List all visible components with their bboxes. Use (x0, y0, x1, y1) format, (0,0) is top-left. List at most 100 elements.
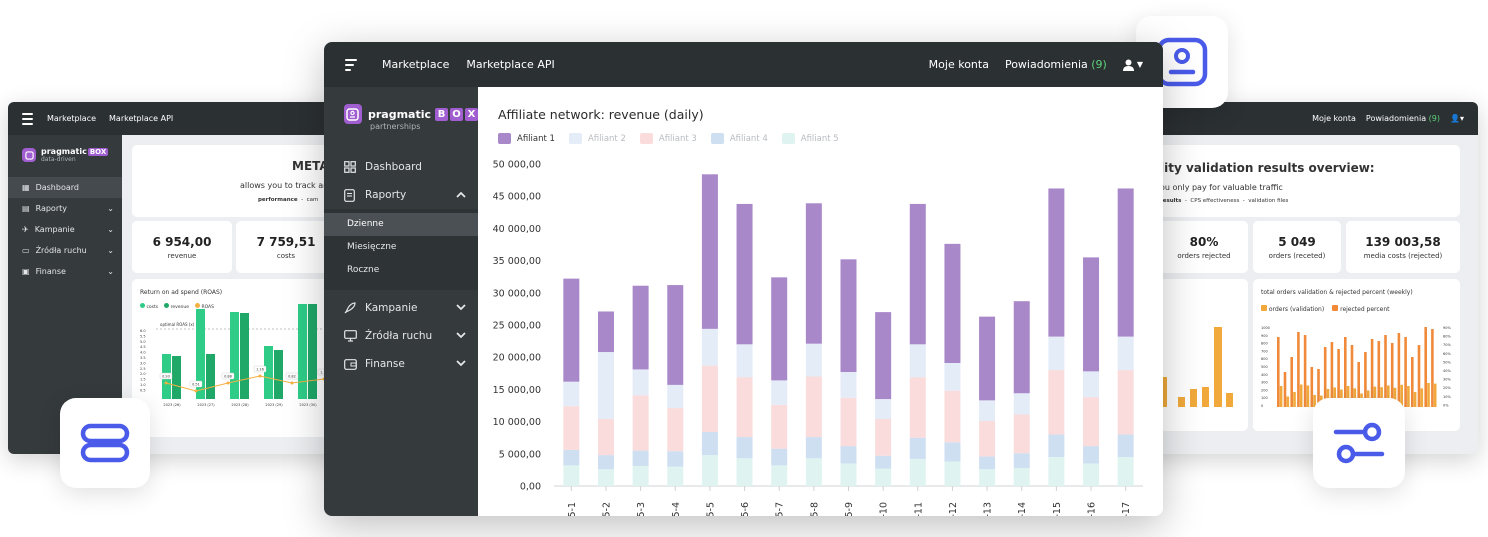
sidebar-item-zrodla-ruchu[interactable]: ▭ Źródła ruchu ⌄ (22, 246, 114, 255)
bar-segment[interactable] (563, 449, 580, 466)
bar-segment[interactable] (1013, 301, 1030, 394)
submenu-miesieczne[interactable]: Miesięczne (347, 242, 397, 252)
sidebar-item-zrodla-ruchu[interactable]: Źródła ruchu (324, 322, 478, 350)
bar-segment[interactable] (1048, 434, 1065, 458)
roas-point[interactable] (164, 381, 168, 385)
weekly-bar-rejected[interactable] (1364, 352, 1367, 407)
banner-tag-results[interactable]: results (1160, 198, 1182, 204)
bar-segment[interactable] (1117, 434, 1134, 458)
roas-bar-revenue[interactable] (240, 313, 249, 399)
bar-segment[interactable] (1117, 336, 1134, 371)
weekly-bar-rejected[interactable] (1323, 347, 1327, 407)
sidebar-item-dashboard[interactable]: Dashboard (324, 153, 478, 181)
bar-segment[interactable] (667, 466, 684, 486)
banner-tag-files[interactable]: validation files (1248, 198, 1289, 204)
weekly-bar-orders[interactable] (1433, 383, 1437, 407)
submenu-dzienne[interactable]: Dzienne (324, 213, 478, 236)
bar-segment[interactable] (771, 380, 788, 405)
bar-segment[interactable] (632, 450, 649, 467)
bar-segment[interactable] (701, 431, 718, 456)
bar-segment[interactable] (597, 311, 614, 353)
bar-segment[interactable] (909, 458, 926, 486)
bar-segment[interactable] (701, 455, 718, 486)
bar-segment[interactable] (1083, 446, 1100, 464)
weekly-bar-rejected[interactable] (1310, 367, 1314, 407)
weekly-bar-rejected[interactable] (1290, 357, 1293, 407)
weekly-bar-rejected[interactable] (1297, 332, 1300, 407)
bar-segment[interactable] (840, 372, 857, 398)
bar-segment[interactable] (701, 174, 718, 329)
weekly-bar-orders[interactable] (1293, 392, 1296, 407)
nav-marketplace[interactable]: Marketplace (47, 114, 97, 123)
weekly-bar-rejected[interactable] (1411, 357, 1414, 407)
bar-segment[interactable] (875, 399, 892, 420)
legend-item[interactable]: Afiliant 2 (568, 133, 626, 144)
bar-segment[interactable] (736, 203, 753, 345)
bar-segment[interactable] (632, 369, 649, 396)
roas-bar-costs[interactable] (264, 346, 273, 399)
notifications-link[interactable]: Powiadomienia (9) (1365, 114, 1441, 123)
bar-segment[interactable] (597, 352, 614, 420)
bar-segment[interactable] (632, 395, 649, 451)
banner-tag-performance[interactable]: performance (258, 197, 298, 203)
bar-segment[interactable] (909, 203, 926, 345)
nav-marketplace[interactable]: Marketplace (382, 58, 450, 71)
weekly-bar-rejected[interactable] (1397, 333, 1401, 407)
bar-segment[interactable] (875, 312, 892, 400)
weekly-bar-orders[interactable] (1346, 386, 1350, 407)
bar-segment[interactable] (1117, 370, 1134, 435)
bar-segment[interactable] (805, 458, 822, 486)
user-menu[interactable]: ▼ (1122, 59, 1143, 71)
bar-segment[interactable] (632, 466, 649, 486)
bar-segment[interactable] (944, 442, 961, 462)
bar-segment[interactable] (840, 259, 857, 373)
bar-segment[interactable] (840, 463, 857, 486)
bar-segment[interactable] (597, 419, 614, 456)
bar-segment[interactable] (944, 243, 961, 363)
bar-segment[interactable] (667, 408, 684, 452)
weekly-bar-orders[interactable] (1407, 386, 1410, 407)
bar-segment[interactable] (1013, 414, 1030, 454)
bar-segment[interactable] (771, 465, 788, 486)
bar-segment[interactable] (944, 461, 961, 486)
submenu-roczne[interactable]: Roczne (347, 265, 380, 275)
bar-segment[interactable] (597, 469, 614, 486)
legend-item[interactable]: Afiliant 4 (710, 133, 768, 144)
bar-segment[interactable] (736, 377, 753, 438)
bar-segment[interactable] (840, 446, 857, 464)
bar-segment[interactable] (667, 384, 684, 409)
sidebar-item-raporty[interactable]: ▤ Raporty ⌄ (22, 204, 114, 213)
bar-segment[interactable] (563, 278, 580, 382)
weekly-bar-orders[interactable] (1380, 387, 1383, 407)
sidebar-item-kampanie[interactable]: ✈ Kampanie ⌄ (22, 225, 114, 234)
bar-segment[interactable] (597, 455, 614, 470)
bar-segment[interactable] (805, 437, 822, 459)
bar-segment[interactable] (1013, 453, 1030, 468)
accounts-link[interactable]: Moje konta (1312, 114, 1356, 123)
roas-bar-revenue[interactable] (172, 356, 181, 399)
bar-segment[interactable] (1048, 370, 1065, 435)
legend-item[interactable]: Afiliant 1 (498, 133, 555, 144)
weekly-bar-rejected[interactable] (1303, 335, 1307, 407)
roas-point[interactable] (226, 381, 230, 385)
roas-bar-costs[interactable] (298, 304, 307, 399)
sidebar-item-finanse[interactable]: ▣ Finanse ⌄ (22, 267, 114, 276)
weekly-bar-rejected[interactable] (1377, 341, 1381, 407)
bar-segment[interactable] (736, 344, 753, 378)
weekly-bar-rejected[interactable] (1424, 327, 1427, 407)
weekly-bar-orders[interactable] (1353, 388, 1357, 407)
nav-marketplace-api[interactable]: Marketplace API (466, 58, 555, 71)
weekly-bar-rejected[interactable] (1417, 345, 1421, 407)
bar-segment[interactable] (736, 437, 753, 459)
weekly-bar-rejected[interactable] (1277, 337, 1280, 407)
roas-bar-revenue[interactable] (308, 304, 317, 399)
bar-segment[interactable] (1117, 188, 1134, 337)
bar-segment[interactable] (1048, 188, 1065, 337)
bar-segment[interactable] (909, 377, 926, 438)
roas-point[interactable] (258, 374, 262, 378)
roas-bar-costs[interactable] (230, 312, 239, 399)
accounts-link[interactable]: Moje konta (928, 58, 989, 71)
weekly-bar-rejected[interactable] (1344, 337, 1347, 407)
legend-item[interactable]: Afiliant 5 (781, 133, 839, 144)
bar-segment[interactable] (875, 455, 892, 469)
